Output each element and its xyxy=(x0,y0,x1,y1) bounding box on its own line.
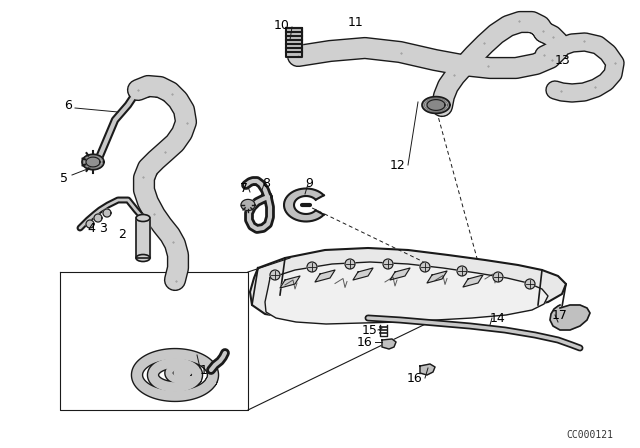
Text: 2: 2 xyxy=(118,228,126,241)
Circle shape xyxy=(493,272,503,282)
Polygon shape xyxy=(550,305,590,330)
Text: 7: 7 xyxy=(240,181,248,194)
Circle shape xyxy=(383,259,393,269)
Polygon shape xyxy=(86,220,94,228)
Polygon shape xyxy=(284,189,324,221)
Polygon shape xyxy=(422,97,450,113)
Polygon shape xyxy=(353,268,373,280)
Circle shape xyxy=(345,259,355,269)
Text: 17: 17 xyxy=(552,309,568,322)
Text: CC000121: CC000121 xyxy=(566,430,614,440)
Circle shape xyxy=(270,270,280,280)
Text: 6: 6 xyxy=(64,99,72,112)
Polygon shape xyxy=(427,99,445,110)
Polygon shape xyxy=(250,248,566,320)
Polygon shape xyxy=(390,268,410,280)
Text: 14: 14 xyxy=(490,311,506,324)
Polygon shape xyxy=(420,364,435,375)
Circle shape xyxy=(420,262,430,272)
Polygon shape xyxy=(82,154,104,170)
Ellipse shape xyxy=(136,254,150,262)
Text: 5: 5 xyxy=(60,172,68,185)
Text: 8: 8 xyxy=(262,177,270,190)
Polygon shape xyxy=(280,276,300,288)
Text: 1: 1 xyxy=(200,363,208,376)
Ellipse shape xyxy=(136,215,150,221)
Circle shape xyxy=(457,266,467,276)
Polygon shape xyxy=(136,218,150,258)
Circle shape xyxy=(525,279,535,289)
Text: 15: 15 xyxy=(362,323,378,336)
Polygon shape xyxy=(382,339,396,349)
Text: 12: 12 xyxy=(389,159,405,172)
Circle shape xyxy=(307,262,317,272)
Polygon shape xyxy=(315,270,335,282)
Polygon shape xyxy=(241,199,255,211)
Text: 9: 9 xyxy=(305,177,313,190)
Polygon shape xyxy=(286,28,302,57)
Polygon shape xyxy=(86,157,100,167)
Polygon shape xyxy=(427,271,447,283)
Text: 4: 4 xyxy=(87,221,95,234)
Text: 13: 13 xyxy=(555,53,571,66)
Text: 3: 3 xyxy=(99,221,107,234)
Text: 11: 11 xyxy=(348,16,364,29)
Text: 16: 16 xyxy=(356,336,372,349)
Polygon shape xyxy=(94,214,102,222)
Text: 10: 10 xyxy=(274,18,290,31)
Text: 16: 16 xyxy=(406,371,422,384)
Polygon shape xyxy=(103,209,111,217)
Polygon shape xyxy=(463,275,483,287)
Polygon shape xyxy=(265,262,548,324)
